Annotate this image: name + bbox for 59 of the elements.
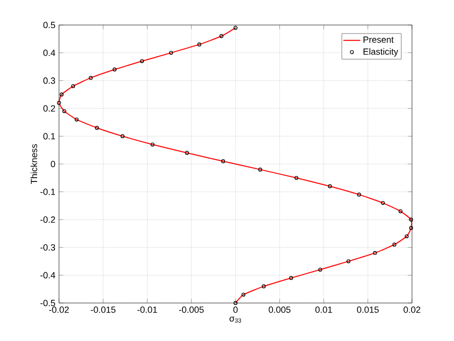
legend-label: Elasticity <box>364 48 398 57</box>
point <box>380 200 385 205</box>
x-tick-label: -0.005 <box>179 306 204 313</box>
point <box>289 276 294 280</box>
point <box>140 59 144 64</box>
y-tick-label: 0 <box>50 160 56 168</box>
point <box>392 242 396 247</box>
legend-label: Present <box>364 36 394 43</box>
point <box>185 150 189 155</box>
point <box>221 159 226 164</box>
point <box>404 234 409 238</box>
x-tick-label: 0.02 <box>404 306 420 313</box>
y-tick-label: 0.4 <box>43 50 56 56</box>
point <box>398 209 402 214</box>
point <box>409 226 414 230</box>
point <box>234 26 238 30</box>
point <box>328 184 332 188</box>
point <box>120 134 124 138</box>
point <box>258 168 262 172</box>
x-tick-label: -0.02 <box>49 306 69 313</box>
point <box>294 176 298 180</box>
x-tick-label: 0 <box>233 306 238 313</box>
x-axis-title: σ$_{33}$ <box>230 316 242 323</box>
point <box>169 50 174 55</box>
point <box>197 42 202 46</box>
line-series <box>58 27 412 304</box>
point <box>62 109 66 114</box>
point <box>112 68 117 72</box>
point <box>372 251 377 255</box>
x-tick-label: 0.015 <box>357 306 379 313</box>
y-tick-label: -0.1 <box>40 188 56 195</box>
y-tick-label: 0.5 <box>43 22 56 28</box>
point <box>57 100 61 105</box>
point <box>242 292 246 297</box>
point <box>346 259 350 264</box>
y-tick-label: -0.2 <box>40 216 56 223</box>
x-tick-label: -0.01 <box>137 306 158 313</box>
y-axis-title: Thickness <box>30 144 38 184</box>
point <box>234 301 238 305</box>
point <box>71 84 76 88</box>
y-tick-label: -0.5 <box>40 300 56 306</box>
point <box>74 118 79 122</box>
point <box>219 34 224 38</box>
point <box>88 76 93 80</box>
point <box>262 284 266 288</box>
y-tick-label: 0.3 <box>43 77 56 84</box>
point <box>150 142 154 146</box>
x-tick-label: -0.015 <box>90 306 116 313</box>
point <box>95 126 99 130</box>
point <box>357 192 361 197</box>
y-tick-label: 0.1 <box>43 133 56 140</box>
point <box>409 218 414 222</box>
point <box>60 92 64 96</box>
y-tick-label: -0.4 <box>40 272 56 278</box>
x-tick-label: 0.01 <box>315 306 332 313</box>
y-tick-label: 0.2 <box>43 105 56 112</box>
x-tick-label: 0.005 <box>268 306 290 313</box>
y-tick-label: -0.3 <box>40 244 56 251</box>
point <box>318 268 322 272</box>
